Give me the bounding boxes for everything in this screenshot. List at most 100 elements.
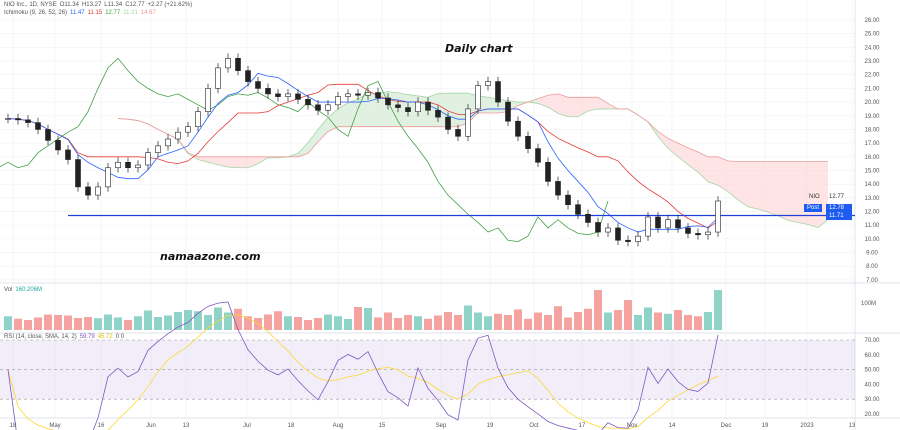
ichimoku-cloud-segment xyxy=(558,93,568,117)
volume-bar xyxy=(424,318,432,330)
candle-body xyxy=(715,200,721,233)
price-axis-label: 21.00 xyxy=(864,86,880,92)
ichimoku-cloud-segment xyxy=(678,143,688,165)
candle-body xyxy=(395,104,401,108)
ichimoku-cloud-segment xyxy=(668,138,678,157)
volume-bar xyxy=(454,315,462,330)
rsi-axis-label: 70.00 xyxy=(864,338,880,344)
volume-bar xyxy=(644,307,652,330)
candle-body xyxy=(375,92,381,99)
candle-body xyxy=(235,58,241,71)
ichimoku-cloud-segment xyxy=(658,131,668,149)
post-price-label: 12.78 xyxy=(826,204,852,212)
candle-body xyxy=(455,129,461,137)
time-axis-label: 15 xyxy=(379,423,386,429)
candle-body xyxy=(625,239,631,242)
volume-bar xyxy=(474,312,482,330)
ichimoku-value: 11.31 xyxy=(123,10,138,16)
candle-body xyxy=(115,161,121,169)
volume-bar xyxy=(204,315,212,330)
time-axis-label: 14 xyxy=(669,423,676,429)
volume-bar xyxy=(484,316,492,330)
ichimoku-cloud-segment xyxy=(768,161,778,216)
rsi-extra: 0 0 xyxy=(115,334,125,340)
price-axis-label: 23.00 xyxy=(864,59,880,65)
time-axis-label: Sep xyxy=(436,423,447,429)
price-axis-label: 20.00 xyxy=(864,100,880,106)
candle-body xyxy=(665,219,671,229)
volume-bar xyxy=(394,318,402,330)
rsi-value: 59.79 xyxy=(79,334,95,340)
candle-body xyxy=(485,81,491,86)
ichimoku-cloud-segment xyxy=(368,93,378,127)
volume-bar xyxy=(264,314,272,330)
volume-bar xyxy=(84,317,92,330)
price-axis-label: 17.00 xyxy=(864,141,880,147)
volume-bar xyxy=(614,310,622,330)
volume-bar xyxy=(534,312,542,330)
volume-bar xyxy=(214,307,222,330)
candle-body xyxy=(465,108,471,137)
candle-body xyxy=(365,92,371,96)
candle-body xyxy=(265,88,271,95)
volume-bar xyxy=(274,311,282,330)
volume-bar xyxy=(174,312,182,330)
volume-bar xyxy=(284,316,292,330)
senkou-span-b-line xyxy=(117,93,828,162)
price-axis-label: 15.00 xyxy=(864,168,880,174)
candle-body xyxy=(145,152,151,166)
volume-bar xyxy=(354,307,362,330)
volume-bar xyxy=(654,312,662,330)
volume-bar xyxy=(234,308,242,330)
volume-bar xyxy=(44,314,52,330)
volume-bar xyxy=(134,316,142,330)
candle-body xyxy=(695,233,701,236)
rsi-label: RSI (14, close, SMA, 14, 2) xyxy=(4,334,77,340)
ichimoku-value: 11.15 xyxy=(87,10,103,16)
candle-body xyxy=(525,135,531,149)
ichimoku-cloud-segment xyxy=(708,156,718,186)
volume-bar xyxy=(194,311,202,330)
candle-body xyxy=(315,104,321,111)
volume-legend: Vol 160.206M xyxy=(4,287,45,293)
volume-bar xyxy=(694,316,702,330)
volume-bar xyxy=(544,315,552,330)
volume-bar xyxy=(664,313,672,330)
volume-bar xyxy=(414,316,422,330)
candle-body xyxy=(225,58,231,69)
candle-body xyxy=(545,161,551,182)
ichimoku-cloud-segment xyxy=(228,156,238,168)
volume-bar xyxy=(24,320,32,330)
candle-body xyxy=(105,167,111,188)
ichimoku-legend: Ichimoku (9, 26, 52, 26) 11.47 11.15 12.77 1… xyxy=(4,10,159,16)
candle-body xyxy=(65,149,71,160)
ichimoku-cloud-segment xyxy=(388,91,398,127)
volume-bar xyxy=(334,316,342,330)
volume-bar xyxy=(624,300,632,330)
volume-bar xyxy=(504,315,512,330)
rsi-axis-label: 50.00 xyxy=(864,368,880,374)
candle-body xyxy=(425,101,431,111)
time-axis-label: 18 xyxy=(288,423,295,429)
time-axis-label: May xyxy=(49,423,60,429)
tenkan-sen-line xyxy=(7,72,719,233)
volume-bar xyxy=(64,315,72,330)
candle-body xyxy=(155,145,161,153)
volume-bar xyxy=(684,315,692,330)
price-axis-label: 19.00 xyxy=(864,114,880,120)
candle-body xyxy=(435,109,441,118)
volume-bar xyxy=(344,319,352,330)
candle-body xyxy=(325,104,331,111)
time-axis-label: Jun xyxy=(146,423,156,429)
volume-bar xyxy=(714,290,722,330)
candle-body xyxy=(555,181,561,196)
price-axis-label: 16.00 xyxy=(864,155,880,161)
ichimoku-cloud-segment xyxy=(728,160,738,200)
candle-body xyxy=(295,93,301,100)
candle-body xyxy=(305,99,311,106)
time-axis-label: 13 xyxy=(849,423,856,429)
volume-bar xyxy=(94,318,102,330)
candle-body xyxy=(605,227,611,233)
candle-body xyxy=(475,85,481,110)
